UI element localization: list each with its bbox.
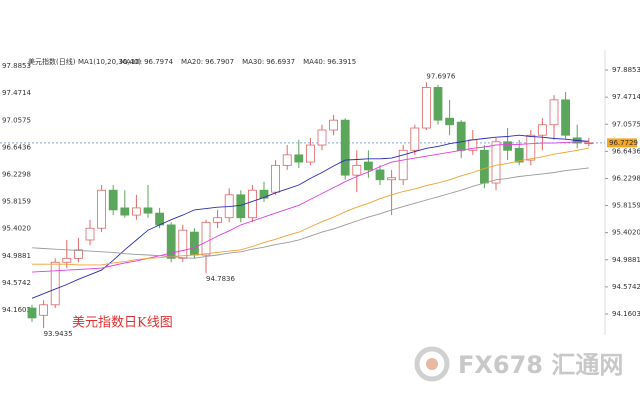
candle-body: [387, 177, 397, 181]
candle-body: [201, 221, 211, 256]
ma-line: [31, 141, 589, 273]
ma-line: [31, 134, 589, 299]
candle-body: [538, 124, 547, 136]
y-tick-label-right: 96.2298: [612, 174, 640, 182]
y-tick-label-right: 94.9881: [612, 256, 640, 264]
legend-name: MA30:: [242, 58, 264, 66]
candle-body: [178, 229, 188, 259]
candle-body: [479, 149, 489, 184]
candle-body: [271, 164, 281, 193]
y-tick-label-right: 95.4020: [612, 229, 640, 237]
legend-name: MA10:: [120, 58, 142, 66]
candle-body: [50, 261, 60, 306]
candle-body: [363, 161, 373, 171]
candle-body: [166, 224, 176, 259]
y-tick-label-left: 94.1603: [2, 306, 31, 314]
legend-name: MA40:: [303, 58, 325, 66]
candle-body: [74, 249, 83, 259]
candle-body: [561, 99, 570, 136]
logo-dot: [426, 358, 438, 370]
candle-body: [27, 307, 37, 319]
y-tick-label-left: 95.4020: [2, 225, 31, 233]
candle-body: [213, 217, 223, 223]
y-tick-label-left: 97.0575: [2, 116, 31, 124]
candle-body: [85, 227, 95, 241]
ma-header: MA1(10,20,30,40): [78, 58, 141, 66]
y-tick-label-right: 94.5742: [612, 283, 640, 291]
legend-value: 96.7907: [205, 58, 234, 66]
y-tick-label-right: 95.8159: [612, 202, 640, 210]
candle-body: [329, 119, 339, 131]
candle-body: [549, 99, 559, 126]
ma-line: [32, 147, 589, 266]
y-tick-label-left: 94.9881: [2, 252, 31, 260]
y-tick-label-right: 96.6436: [612, 147, 640, 155]
extreme-label: 97.6976: [426, 72, 455, 80]
legend-name: MA20:: [181, 58, 203, 66]
candle-body: [584, 142, 594, 145]
legend-value: 96.7974: [144, 58, 173, 66]
candle-body: [352, 164, 362, 176]
candle-body: [259, 189, 269, 199]
y-tick-label-left: 97.8853: [2, 62, 31, 70]
candle-body: [433, 87, 443, 121]
extreme-label: 94.7836: [206, 275, 235, 283]
legend-value: 96.6937: [266, 58, 295, 66]
y-tick-label-right: 97.0575: [612, 120, 640, 128]
watermark-logo: [414, 346, 450, 382]
candle-body: [340, 119, 350, 176]
last-price-tag: [607, 138, 637, 148]
candle-body: [143, 207, 153, 214]
candle-body: [247, 189, 257, 219]
y-tick-label-right: 97.8853: [612, 66, 640, 74]
ma-line: [31, 167, 589, 259]
candle-body: [39, 304, 48, 316]
y-tick-label-left: 96.6436: [2, 143, 31, 151]
y-tick-label-left: 94.5742: [2, 279, 31, 287]
candle-body: [282, 154, 292, 166]
last-price-label: 96.7729: [609, 139, 638, 147]
y-tick-label-left: 95.8159: [2, 198, 31, 206]
y-tick-label-left: 97.4714: [2, 89, 31, 97]
candle-body: [514, 147, 524, 163]
candle-body: [317, 129, 327, 146]
watermark: FX678 汇通网: [458, 351, 623, 379]
candle-body: [503, 141, 513, 151]
chart-title: 美元指数(日线): [28, 57, 76, 66]
candle-body: [398, 149, 408, 181]
caption: 美元指数日K线图: [72, 316, 173, 331]
y-tick-label-right: 94.1603: [612, 310, 640, 318]
candle-body: [526, 134, 536, 161]
candle-body: [294, 154, 304, 163]
candle-body: [236, 194, 246, 219]
y-tick-label-right: 97.4714: [612, 93, 640, 101]
candle-body: [421, 87, 431, 129]
candle-body: [491, 141, 501, 184]
candle-body: [305, 144, 315, 163]
candle-body: [410, 127, 420, 151]
candle-body: [120, 207, 130, 216]
extreme-label: 93.9435: [44, 330, 73, 338]
candle-body: [131, 207, 141, 216]
legend-value: 96.3915: [327, 58, 356, 66]
candle-body: [189, 231, 199, 256]
candle-body: [108, 189, 118, 211]
candle-body: [375, 169, 385, 181]
y-tick-label-left: 96.2298: [2, 170, 31, 178]
candle-body: [445, 117, 455, 126]
logo-ring: [414, 346, 450, 382]
candle-body: [456, 121, 466, 151]
candle-body: [62, 257, 72, 263]
candle-body: [97, 189, 106, 229]
